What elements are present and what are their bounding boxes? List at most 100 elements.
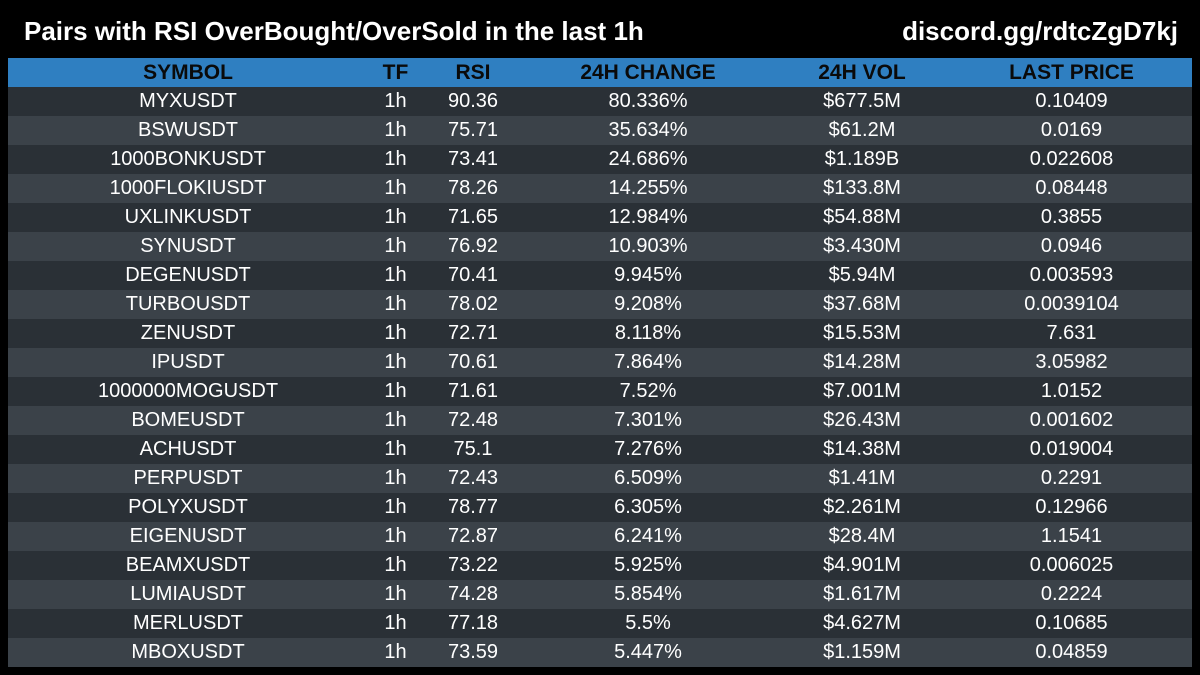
- rsi-cell: 70.41: [447, 264, 499, 286]
- table-row[interactable]: ACHUSDT 1h 75.1 7.276% $14.38M 0.019004: [8, 435, 1192, 464]
- table-row[interactable]: ZENUSDT 1h 72.71 8.118% $15.53M 7.631: [8, 319, 1192, 348]
- volume-cell: $14.38M: [823, 438, 901, 460]
- column-header-24h-vol[interactable]: 24H VOL: [818, 61, 906, 84]
- change-cell: 9.945%: [614, 264, 682, 286]
- table-row[interactable]: EIGENUSDT 1h 72.87 6.241% $28.4M 1.1541: [8, 522, 1192, 551]
- change-cell: 80.336%: [608, 90, 688, 112]
- column-header-tf[interactable]: TF: [382, 61, 409, 84]
- symbol-cell: DEGENUSDT: [125, 264, 251, 286]
- change-cell: 6.305%: [614, 496, 682, 518]
- table-row[interactable]: IPUSDT 1h 70.61 7.864% $14.28M 3.05982: [8, 348, 1192, 377]
- symbol-cell: ACHUSDT: [139, 438, 237, 460]
- change-cell: 35.634%: [608, 119, 688, 141]
- symbol-cell: 1000BONKUSDT: [110, 148, 266, 170]
- table-row[interactable]: BSWUSDT 1h 75.71 35.634% $61.2M 0.0169: [8, 116, 1192, 145]
- volume-cell: $2.261M: [823, 496, 901, 518]
- table-row[interactable]: TURBOUSDT 1h 78.02 9.208% $37.68M 0.0039104: [8, 290, 1192, 319]
- tf-cell: 1h: [384, 583, 407, 605]
- volume-cell: $3.430M: [823, 235, 901, 257]
- table-row[interactable]: MBOXUSDT 1h 73.59 5.447% $1.159M 0.04859: [8, 638, 1192, 667]
- price-cell: 7.631: [1046, 322, 1097, 344]
- price-cell: 0.0169: [1040, 119, 1103, 141]
- volume-cell: $28.4M: [828, 525, 896, 547]
- rsi-cell: 78.26: [447, 177, 499, 199]
- change-cell: 9.208%: [614, 293, 682, 315]
- rsi-cell: 90.36: [447, 90, 499, 112]
- price-cell: 0.08448: [1035, 177, 1108, 199]
- table-row[interactable]: 1000FLOKIUSDT 1h 78.26 14.255% $133.8M 0.0844…: [8, 174, 1192, 203]
- change-cell: 6.241%: [614, 525, 682, 547]
- price-cell: 0.04859: [1035, 641, 1108, 663]
- table-row[interactable]: SYNUSDT 1h 76.92 10.903% $3.430M 0.0946: [8, 232, 1192, 261]
- rsi-cell: 74.28: [447, 583, 499, 605]
- price-cell: 0.12966: [1035, 496, 1108, 518]
- table-row[interactable]: UXLINKUSDT 1h 71.65 12.984% $54.88M 0.3855: [8, 203, 1192, 232]
- table-row[interactable]: 1000BONKUSDT 1h 73.41 24.686% $1.189B 0.02260…: [8, 145, 1192, 174]
- column-header-24h-change[interactable]: 24H CHANGE: [580, 61, 716, 84]
- change-cell: 7.276%: [614, 438, 682, 460]
- tf-cell: 1h: [384, 293, 407, 315]
- price-cell: 0.2291: [1040, 467, 1103, 489]
- price-cell: 0.019004: [1029, 438, 1114, 460]
- rsi-cell: 75.71: [447, 119, 499, 141]
- rsi-cell: 78.02: [447, 293, 499, 315]
- symbol-cell: BEAMXUSDT: [125, 554, 251, 576]
- volume-cell: $37.68M: [823, 293, 901, 315]
- table-row[interactable]: DEGENUSDT 1h 70.41 9.945% $5.94M 0.003593: [8, 261, 1192, 290]
- price-cell: 0.0946: [1040, 235, 1103, 257]
- symbol-cell: 1000000MOGUSDT: [97, 380, 279, 402]
- tf-cell: 1h: [384, 438, 407, 460]
- tf-cell: 1h: [384, 206, 407, 228]
- symbol-cell: MERLUSDT: [132, 612, 243, 634]
- symbol-cell: POLYXUSDT: [128, 496, 248, 518]
- volume-cell: $1.189B: [824, 148, 900, 170]
- rsi-cell: 76.92: [447, 235, 499, 257]
- table-row[interactable]: LUMIAUSDT 1h 74.28 5.854% $1.617M 0.2224: [8, 580, 1192, 609]
- rsi-cell: 72.43: [447, 467, 499, 489]
- table-row[interactable]: MERLUSDT 1h 77.18 5.5% $4.627M 0.10685: [8, 609, 1192, 638]
- symbol-cell: LUMIAUSDT: [130, 583, 246, 605]
- symbol-cell: ZENUSDT: [140, 322, 236, 344]
- rsi-cell: 73.41: [447, 148, 499, 170]
- table-row[interactable]: BOMEUSDT 1h 72.48 7.301% $26.43M 0.001602: [8, 406, 1192, 435]
- symbol-cell: 1000FLOKIUSDT: [109, 177, 267, 199]
- table-body: MYXUSDT 1h 90.36 80.336% $677.5M 0.10409 BSWUS…: [8, 87, 1192, 667]
- tf-cell: 1h: [384, 148, 407, 170]
- symbol-cell: TURBOUSDT: [125, 293, 251, 315]
- table-row[interactable]: POLYXUSDT 1h 78.77 6.305% $2.261M 0.12966: [8, 493, 1192, 522]
- tf-cell: 1h: [384, 641, 407, 663]
- change-cell: 10.903%: [608, 235, 688, 257]
- volume-cell: $54.88M: [823, 206, 901, 228]
- header-bar: Pairs with RSI OverBought/OverSold in th…: [0, 0, 1200, 58]
- tf-cell: 1h: [384, 496, 407, 518]
- column-header-rsi[interactable]: RSI: [455, 61, 491, 84]
- rsi-cell: 75.1: [453, 438, 493, 460]
- tf-cell: 1h: [384, 525, 407, 547]
- rsi-table-container: SYMBOL TF RSI 24H CHANGE 24H VOL LAST PR…: [8, 58, 1192, 667]
- change-cell: 7.301%: [614, 409, 682, 431]
- change-cell: 5.447%: [614, 641, 682, 663]
- tf-cell: 1h: [384, 380, 407, 402]
- table-header-row: SYMBOL TF RSI 24H CHANGE 24H VOL LAST PR…: [8, 58, 1192, 87]
- price-cell: 0.10409: [1035, 90, 1108, 112]
- volume-cell: $14.28M: [823, 351, 901, 373]
- price-cell: 3.05982: [1035, 351, 1108, 373]
- rsi-table: SYMBOL TF RSI 24H CHANGE 24H VOL LAST PR…: [8, 58, 1192, 667]
- column-header-symbol[interactable]: SYMBOL: [143, 61, 233, 84]
- tf-cell: 1h: [384, 612, 407, 634]
- tf-cell: 1h: [384, 264, 407, 286]
- table-row[interactable]: MYXUSDT 1h 90.36 80.336% $677.5M 0.10409: [8, 87, 1192, 116]
- volume-cell: $1.159M: [823, 641, 901, 663]
- table-row[interactable]: BEAMXUSDT 1h 73.22 5.925% $4.901M 0.006025: [8, 551, 1192, 580]
- volume-cell: $5.94M: [828, 264, 896, 286]
- tf-cell: 1h: [384, 351, 407, 373]
- table-row[interactable]: 1000000MOGUSDT 1h 71.61 7.52% $7.001M 1.0152: [8, 377, 1192, 406]
- discord-link[interactable]: discord.gg/rdtcZgD7kj: [902, 16, 1178, 46]
- volume-cell: $61.2M: [828, 119, 896, 141]
- price-cell: 0.0039104: [1024, 293, 1119, 315]
- price-cell: 0.006025: [1029, 554, 1114, 576]
- table-row[interactable]: PERPUSDT 1h 72.43 6.509% $1.41M 0.2291: [8, 464, 1192, 493]
- column-header-last-price[interactable]: LAST PRICE: [1009, 61, 1134, 84]
- rsi-cell: 77.18: [447, 612, 499, 634]
- symbol-cell: PERPUSDT: [133, 467, 243, 489]
